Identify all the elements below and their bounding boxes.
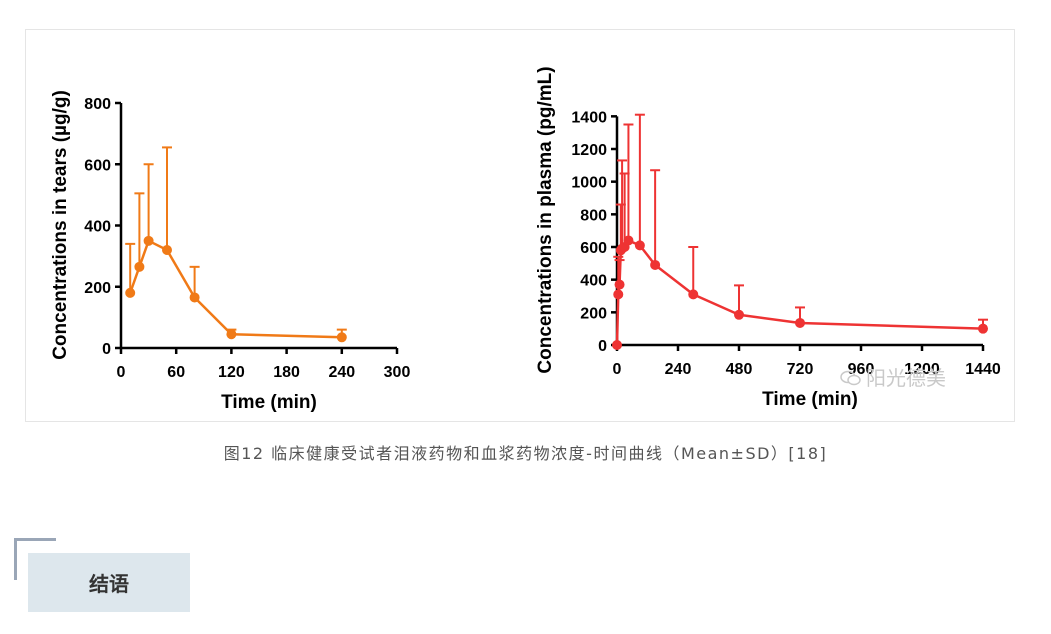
y-tick-label: 0 <box>102 341 111 358</box>
y-tick-label: 200 <box>84 280 111 297</box>
figure-caption: 图12 临床健康受试者泪液药物和血浆药物浓度-时间曲线（Mean±SD）[18] <box>223 444 828 463</box>
x-tick-label: 300 <box>384 364 411 381</box>
y-tick-label: 400 <box>580 273 607 290</box>
y-tick-label: 1200 <box>571 142 607 159</box>
x-tick-label: 0 <box>613 361 622 378</box>
x-tick-label: 0 <box>117 364 126 381</box>
heading-bracket <box>14 538 56 580</box>
data-point <box>612 340 622 350</box>
y-tick-label: 200 <box>580 305 607 322</box>
y-tick-label: 600 <box>580 240 607 257</box>
y-axis-title: Concentrations in tears (µg/g) <box>50 90 71 360</box>
data-point <box>623 235 634 246</box>
y-tick-label: 800 <box>84 96 111 113</box>
data-point <box>734 309 744 320</box>
x-tick-label: 240 <box>665 361 692 378</box>
x-tick-label: 720 <box>787 361 814 378</box>
series-line <box>615 239 984 346</box>
y-tick-label: 800 <box>580 207 607 224</box>
y-tick-label: 400 <box>84 219 111 236</box>
x-tick-label: 240 <box>328 364 355 381</box>
data-point <box>125 287 136 298</box>
data-point <box>795 317 805 328</box>
x-axis-title: Time (min) <box>221 392 317 413</box>
tears-chart: 0 200 400 600 800 0 60 120 180 240 300 Time (min) Co… <box>50 90 411 413</box>
data-point <box>613 289 624 300</box>
heading-text: 结语 <box>89 572 129 596</box>
figure-frame <box>25 29 1015 422</box>
x-tick-label: 120 <box>218 364 245 381</box>
wechat-icon <box>840 370 861 386</box>
y-tick-label: 1000 <box>571 175 607 192</box>
heading-box: 结语 <box>28 553 190 612</box>
watermark-text: 阳光德美 <box>866 366 946 390</box>
data-point <box>336 332 347 343</box>
data-point <box>688 289 699 300</box>
y-tick-label: 0 <box>598 338 607 355</box>
watermark: 阳光德美 <box>840 362 946 391</box>
x-tick-label: 480 <box>726 361 753 378</box>
data-point <box>226 329 237 340</box>
data-point <box>189 292 200 303</box>
data-point <box>134 261 145 272</box>
x-axis-title: Time (min) <box>762 389 858 410</box>
data-point <box>650 259 661 270</box>
data-point <box>634 240 645 251</box>
y-tick-label: 600 <box>84 157 111 174</box>
data-point <box>162 245 172 255</box>
y-axis-title: Concentrations in plasma (pg/mL) <box>535 66 556 373</box>
data-point <box>143 235 154 246</box>
x-tick-label: 1200 <box>904 361 940 378</box>
data-point <box>978 323 988 334</box>
x-tick-label: 180 <box>273 364 300 381</box>
x-tick-label: 60 <box>167 364 185 381</box>
x-tick-label: 1440 <box>965 361 1001 378</box>
y-tick-label: 1400 <box>571 109 607 126</box>
data-point <box>614 279 625 290</box>
